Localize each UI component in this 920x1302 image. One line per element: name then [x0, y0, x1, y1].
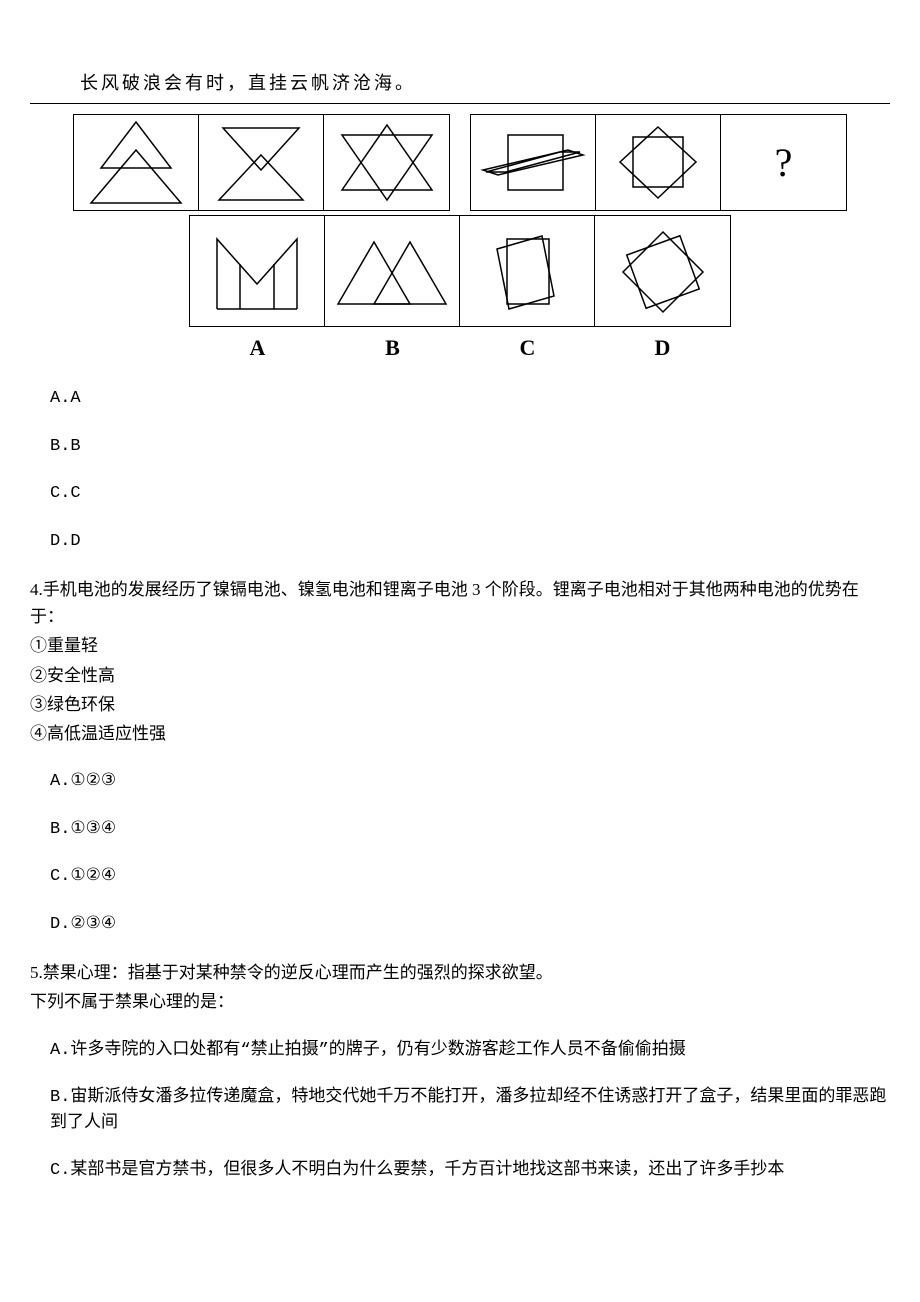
q3-opt-A: A.A: [50, 386, 890, 412]
q4-options: A.①②③ B.①③④ C.①②④ D.②③④: [30, 769, 890, 937]
q5-stem: 5.禁果心理：指基于对某种禁令的逆反心理而产生的强烈的探求欲望。: [30, 959, 890, 986]
q3-answers-group: [189, 215, 731, 327]
q3-cell-6: ?: [721, 115, 846, 210]
q3-opt-C: C.C: [50, 481, 890, 507]
q3-group-left: [73, 114, 450, 211]
q5-block: 5.禁果心理：指基于对某种禁令的逆反心理而产生的强烈的探求欲望。 下列不属于禁果…: [30, 959, 890, 1015]
label-C: C: [460, 331, 595, 364]
q4-opt-C: C.①②④: [50, 864, 890, 890]
q5-sub: 下列不属于禁果心理的是：: [30, 988, 890, 1015]
q4-item-2: ②安全性高: [30, 662, 890, 689]
q3-answer-row: [30, 215, 890, 327]
q3-answer-labels: A B C D: [30, 331, 890, 364]
q3-figure-top-row: ?: [30, 114, 890, 211]
q5-opt-B: B.宙斯派侍女潘多拉传递魔盒，特地交代她千万不能打开，潘多拉却经不住诱惑打开了盒…: [50, 1085, 890, 1136]
q4-block: 4.手机电池的发展经历了镍镉电池、镍氢电池和锂离子电池 3 个阶段。锂离子电池相…: [30, 576, 890, 747]
q3-answer-B: [325, 216, 460, 326]
q3-answer-A: [190, 216, 325, 326]
q4-item-3: ③绿色环保: [30, 691, 890, 718]
page-header: 长风破浪会有时，直挂云帆济沧海。: [30, 70, 890, 104]
label-D: D: [595, 331, 730, 364]
q4-opt-D: D.②③④: [50, 912, 890, 938]
q3-cell-1: [74, 115, 199, 210]
q3-cell-4: [471, 115, 596, 210]
q4-item-1: ①重量轻: [30, 632, 890, 659]
q3-answer-C: [460, 216, 595, 326]
q4-opt-B: B.①③④: [50, 817, 890, 843]
q5-options: A.许多寺院的入口处都有“禁止拍摄”的牌子，仍有少数游客趁工作人员不备偷偷拍摄 …: [30, 1038, 890, 1184]
q4-opt-A: A.①②③: [50, 769, 890, 795]
q3-cell-2: [199, 115, 324, 210]
q3-answer-D: [595, 216, 730, 326]
label-A: A: [190, 331, 325, 364]
q5-opt-A: A.许多寺院的入口处都有“禁止拍摄”的牌子，仍有少数游客趁工作人员不备偷偷拍摄: [50, 1038, 890, 1064]
q3-group-right: ?: [470, 114, 847, 211]
q4-item-4: ④高低温适应性强: [30, 720, 890, 747]
q3-opt-B: B.B: [50, 434, 890, 460]
q3-opt-D: D.D: [50, 529, 890, 555]
q3-cell-3: [324, 115, 449, 210]
question-mark-icon: ?: [775, 133, 793, 193]
label-B: B: [325, 331, 460, 364]
q3-cell-5: [596, 115, 721, 210]
q5-opt-C: C.某部书是官方禁书，但很多人不明白为什么要禁，千方百计地找这部书来读，还出了许…: [50, 1158, 890, 1184]
q3-options: A.A B.B C.C D.D: [30, 386, 890, 554]
q4-stem: 4.手机电池的发展经历了镍镉电池、镍氢电池和锂离子电池 3 个阶段。锂离子电池相…: [30, 576, 890, 630]
